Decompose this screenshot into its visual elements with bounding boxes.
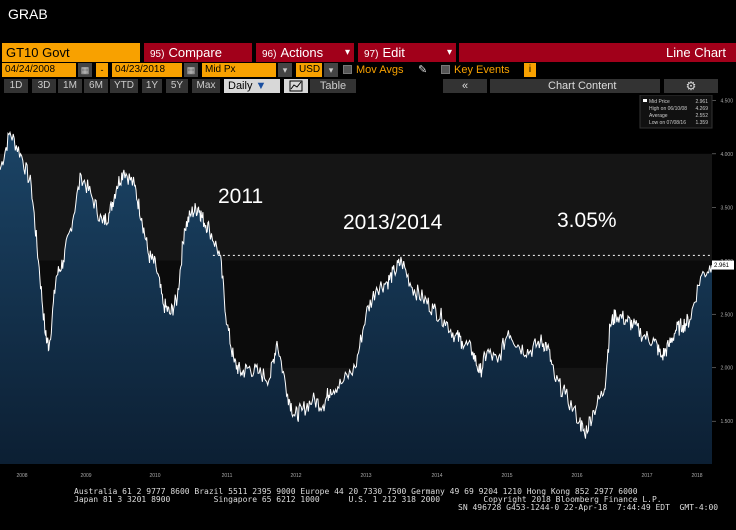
edit-dropdown-icon: ▾ [446,47,452,58]
x-tick-label: 2011 [222,473,233,479]
x-tick-label: 2016 [571,473,582,479]
y-tick-label: 4.000 [720,152,733,158]
annotation-305: 3.05% [557,209,617,232]
key-events-checkbox[interactable] [441,65,450,74]
period-button-3d[interactable]: 3D [32,79,56,93]
info-icon[interactable]: i [524,63,536,77]
legend-high-label: High on 06/10/08 [649,106,687,112]
legend-box: Mid Price 2.961 High on 06/10/08 4.269 A… [639,95,713,129]
legend-low-value: 1.359 [695,120,708,126]
period-button-5y[interactable]: 5Y [166,79,188,93]
table-button[interactable]: Table [310,79,356,93]
view-title: Line Chart [459,43,736,62]
chart-content-button[interactable]: Chart Content [490,79,660,93]
edit-button[interactable]: 97) Edit ▾ [358,43,456,62]
mov-avgs-checkbox[interactable] [343,65,352,74]
calendar-icon[interactable]: ▦ [78,63,92,77]
period-button-max[interactable]: Max [192,79,220,93]
y-tick-label: 1.500 [720,419,733,425]
currency-select[interactable]: USD [296,63,322,77]
legend-high-value: 4.269 [695,106,708,112]
mid-price-swatch [643,99,647,102]
compare-shortcut: 95) [150,49,165,60]
field-select[interactable]: Mid Px [202,63,276,77]
x-tick-label: 2017 [641,473,652,479]
calendar-icon[interactable]: ▦ [184,63,198,77]
key-events-label: Key Events [454,64,510,76]
y-tick-label: 3.500 [720,205,733,211]
annotation-2013-2014: 2013/2014 [343,211,443,234]
actions-shortcut: 96) [262,49,277,60]
current-value-label: 2.961 [714,263,730,269]
legend-avg-value: 2.552 [695,113,708,119]
y-tick-label: 2.500 [720,312,733,318]
legend-low-label: Low on 07/08/16 [649,120,686,126]
line-chart-icon[interactable] [284,79,308,93]
period-button-1y[interactable]: 1Y [142,79,162,93]
actions-label: Actions [280,45,324,60]
annotation-2011: 2011 [218,185,264,208]
x-axis: 2008 2009 2010 2011 2012 2013 2014 2015 2016 2017… [16,473,702,479]
actions-button[interactable]: 96) Actions ▾ [256,43,354,62]
x-tick-label: 2014 [431,473,442,479]
x-tick-label: 2009 [80,473,91,479]
period-button-1d[interactable]: 1D [4,79,28,93]
footer-line-3: SN 496728 G453-1244-0 22-Apr-18 7:44:49 … [458,503,719,512]
price-line [0,130,713,439]
edit-label: Edit [382,45,405,60]
mov-avgs-label: Mov Avgs [356,64,404,76]
footer-line-2: Japan 81 3 3201 8900 Singapore 65 6212 1… [74,495,662,504]
x-tick-label: 2008 [16,473,27,479]
pencil-icon[interactable]: ✎ [418,64,428,76]
legend-mid-value: 2.961 [695,99,708,105]
x-tick-label: 2012 [290,473,301,479]
period-button-ytd[interactable]: YTD [110,79,138,93]
frequency-label: Daily [228,80,253,92]
actions-dropdown-icon: ▾ [344,47,350,58]
date-separator-icon: - [96,63,108,77]
y-tick-label: 2.000 [720,366,733,372]
compare-button[interactable]: 95) Compare [144,43,252,62]
legend-avg-label: Average [649,113,668,119]
window-title: GRAB [8,6,48,22]
price-area [0,132,712,464]
end-date-input[interactable]: 04/23/2018 [112,63,182,77]
x-tick-label: 2013 [360,473,371,479]
edit-shortcut: 97) [364,49,379,60]
period-button-1m[interactable]: 1M [58,79,82,93]
legend-mid-label: Mid Price [649,99,670,105]
ticker-field[interactable]: GT10 Govt [2,43,140,62]
current-value-marker: 2.961 [712,260,734,270]
collapse-icon[interactable]: « [443,79,487,93]
chevron-down-icon[interactable]: ▾ [324,63,338,77]
start-date-input[interactable]: 04/24/2008 [2,63,76,77]
compare-label: Compare [168,45,222,60]
gear-icon[interactable]: ⚙ [664,79,718,93]
x-tick-label: 2018 [691,473,702,479]
period-button-6m[interactable]: 6M [84,79,108,93]
footer-line-1: Australia 61 2 9777 8600 Brazil 5511 239… [74,487,638,496]
x-tick-label: 2010 [149,473,160,479]
x-tick-label: 2015 [501,473,512,479]
y-tick-label: 4.500 [720,98,733,104]
chevron-down-icon[interactable]: ▾ [278,63,292,77]
chevron-down-icon: ▼ [255,80,267,92]
frequency-select[interactable]: Daily ▼ [224,79,280,93]
